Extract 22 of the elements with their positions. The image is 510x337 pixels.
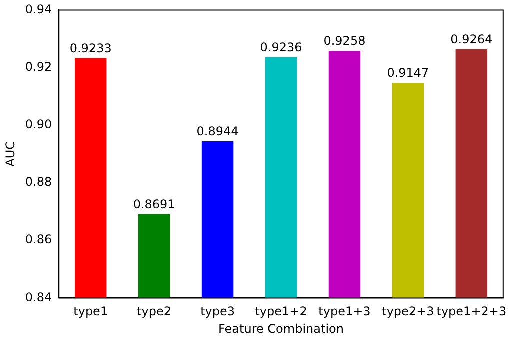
data-label: 0.9236 (260, 40, 302, 55)
x-tick-label: type2 (137, 304, 172, 319)
x-tick-label: type1+2 (255, 304, 308, 319)
y-tick-label: 0.86 (25, 232, 52, 247)
data-label: 0.9233 (70, 41, 112, 56)
y-tick-label: 0.94 (25, 2, 52, 16)
y-tick-label: 0.92 (25, 60, 52, 74)
y-tick-label: 0.90 (25, 118, 52, 132)
y-tick-label: 0.84 (25, 290, 52, 304)
x-tick-label: type3 (200, 304, 236, 319)
x-tick-label: type2+3 (382, 304, 434, 319)
data-label: 0.8691 (133, 198, 176, 212)
y-axis-title: AUC (3, 142, 18, 167)
x-tick-label: type1+3 (318, 304, 371, 319)
data-label: 0.9147 (387, 66, 430, 80)
x-tick-label: type1+2+3 (436, 304, 507, 319)
x-tick-label: type1 (74, 304, 108, 319)
y-tick-label: 0.88 (25, 175, 52, 190)
data-label: 0.9258 (324, 34, 366, 48)
data-label: 0.8944 (196, 124, 239, 139)
data-label: 0.9264 (450, 32, 493, 46)
x-axis-title: Feature Combination (218, 322, 344, 336)
